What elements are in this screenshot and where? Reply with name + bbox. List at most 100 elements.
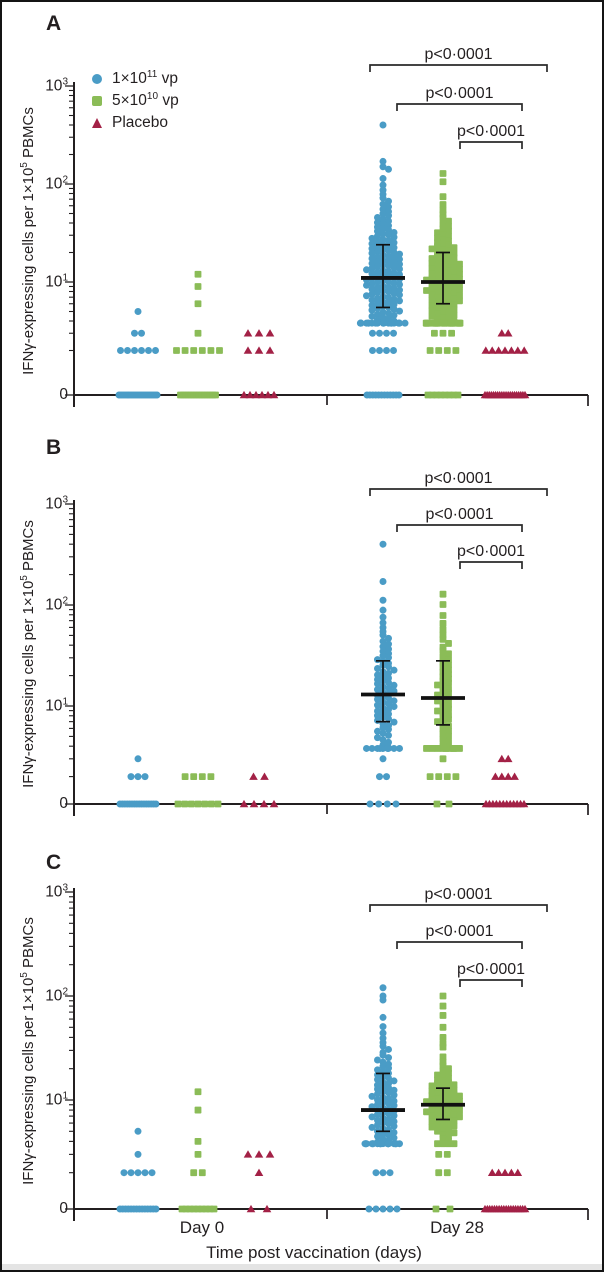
point <box>450 306 458 313</box>
point <box>439 1140 447 1148</box>
point <box>385 684 392 692</box>
point <box>374 734 381 742</box>
x-axis-title: Time post vaccination (days) <box>206 1243 422 1262</box>
point <box>390 1134 398 1142</box>
point <box>260 772 269 780</box>
point <box>445 1140 452 1148</box>
point <box>439 214 447 222</box>
point <box>445 257 452 264</box>
point <box>131 346 138 354</box>
point <box>141 1169 149 1177</box>
point <box>503 772 513 780</box>
point <box>390 259 398 267</box>
cluster-a-g2-t0 <box>239 329 279 399</box>
point <box>379 540 387 548</box>
point <box>385 634 392 642</box>
point <box>385 731 392 739</box>
point <box>385 678 392 686</box>
p-value-label: p<0·0001 <box>424 886 492 903</box>
point <box>439 1043 447 1051</box>
point <box>127 1169 135 1177</box>
point <box>181 800 189 808</box>
y-tick-label: 101 <box>45 272 68 291</box>
point <box>368 290 376 298</box>
y-axis-title: IFNγ-expressing cells per 1×105 PBMCs <box>19 106 37 375</box>
point <box>134 755 142 763</box>
point <box>369 346 376 354</box>
point <box>445 1078 452 1086</box>
y-tick-label: 0 <box>59 1200 68 1217</box>
point <box>385 247 392 255</box>
point <box>393 1205 401 1213</box>
p-value-label: p<0·0001 <box>425 85 493 102</box>
point <box>450 1095 458 1103</box>
point <box>439 1012 447 1019</box>
point <box>448 329 455 337</box>
point <box>385 226 392 234</box>
point <box>379 210 387 218</box>
point <box>379 577 387 585</box>
point <box>374 680 381 688</box>
y-axis-ticks <box>65 891 74 1210</box>
y-axis-ticks <box>65 503 74 805</box>
point <box>379 163 387 171</box>
significance-bracket: p<0·0001 <box>396 923 523 949</box>
point <box>207 773 215 780</box>
point <box>439 319 447 327</box>
cluster-c-g2-t1 <box>480 1168 530 1213</box>
significance-bracket: p<0·0001 <box>369 46 548 72</box>
point <box>390 1091 398 1099</box>
point <box>374 1056 381 1064</box>
point <box>428 1118 436 1125</box>
point <box>452 773 460 780</box>
point <box>251 390 261 399</box>
point <box>374 310 381 318</box>
point <box>439 1119 447 1127</box>
point <box>239 390 249 399</box>
point <box>374 247 381 255</box>
point <box>434 681 441 689</box>
point <box>207 800 215 808</box>
point <box>390 666 398 674</box>
point <box>239 799 249 808</box>
point <box>374 284 381 292</box>
median-iqr-bars <box>361 659 405 723</box>
point <box>134 1150 142 1158</box>
point <box>445 262 452 270</box>
point <box>374 712 381 720</box>
point <box>428 1096 436 1104</box>
point <box>374 1132 381 1140</box>
y-tick-label: 102 <box>45 174 68 193</box>
point <box>246 1204 256 1213</box>
point <box>131 329 138 337</box>
legend-item-high-dose: 1×1011 vp <box>92 68 179 90</box>
point <box>446 1205 454 1213</box>
point <box>368 264 376 272</box>
point <box>428 285 436 293</box>
point <box>390 744 398 752</box>
point <box>379 1051 387 1059</box>
point <box>439 601 447 608</box>
point <box>194 283 202 290</box>
point <box>434 305 441 312</box>
high-dose-circle-icon <box>92 74 102 84</box>
point <box>379 1013 387 1021</box>
point <box>445 705 452 713</box>
point <box>445 738 452 746</box>
point <box>392 800 400 808</box>
point <box>265 1150 275 1158</box>
point <box>385 1045 392 1053</box>
point <box>507 1168 516 1176</box>
point <box>445 1094 452 1102</box>
point <box>385 237 392 245</box>
point <box>174 800 182 808</box>
point <box>445 733 452 740</box>
point <box>379 200 387 208</box>
point <box>390 311 398 319</box>
panel-a-label: A <box>46 12 62 35</box>
point <box>434 229 441 237</box>
significance-bracket: p<0·0001 <box>369 886 548 912</box>
point <box>439 303 447 310</box>
point <box>385 738 392 746</box>
